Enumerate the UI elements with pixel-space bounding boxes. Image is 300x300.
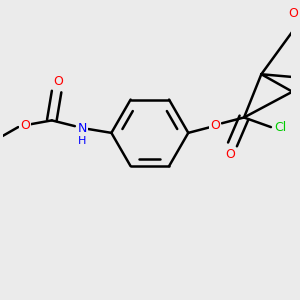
Text: Cl: Cl xyxy=(274,121,287,134)
Text: N: N xyxy=(78,122,87,135)
Text: H: H xyxy=(78,136,87,146)
Text: O: O xyxy=(54,75,64,88)
Text: O: O xyxy=(289,7,298,20)
Text: O: O xyxy=(226,148,236,160)
Text: O: O xyxy=(20,119,30,132)
Text: O: O xyxy=(210,119,220,132)
